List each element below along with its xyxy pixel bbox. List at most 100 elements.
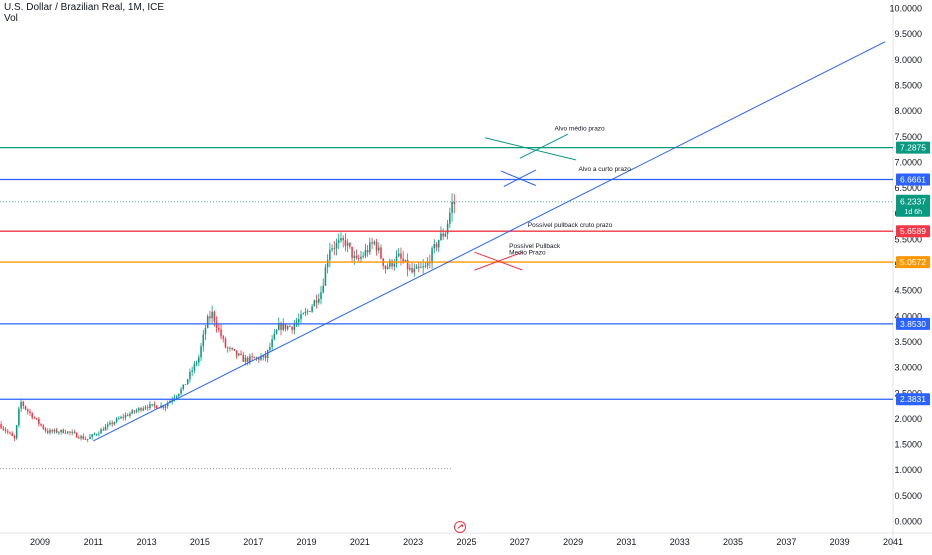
candle-body: [315, 300, 318, 303]
candle-body: [433, 243, 436, 249]
candle-body: [51, 430, 53, 432]
candle-body: [69, 431, 71, 433]
candle-body: [11, 433, 13, 437]
candle-body: [375, 241, 378, 251]
candle-body: [444, 233, 447, 237]
candle-body: [120, 416, 122, 419]
annotation-text[interactable]: Possível Pullback: [509, 243, 561, 250]
candle-body: [55, 429, 58, 433]
cross-mark-stroke[interactable]: [485, 137, 576, 161]
candle-body: [153, 403, 156, 406]
candle-body: [402, 258, 404, 262]
level-price-label: 5.6589: [900, 226, 926, 236]
candle-body: [264, 354, 267, 358]
candle-body: [373, 241, 376, 244]
candle-body: [78, 437, 80, 439]
candle-body: [115, 418, 118, 423]
cross-mark-stroke[interactable]: [503, 169, 537, 187]
candle-body: [138, 408, 140, 411]
candle-body: [291, 326, 293, 331]
candle-body: [355, 255, 358, 259]
candle-body: [357, 258, 360, 259]
candle-body: [349, 242, 351, 247]
trendline[interactable]: [93, 41, 886, 442]
annotation-text[interactable]: Alvo médio prazo: [554, 126, 605, 133]
candle-body: [126, 415, 129, 416]
candle-body: [91, 434, 93, 437]
y-tick-label: 3.0000: [894, 363, 922, 373]
candle-body: [275, 330, 278, 334]
candle-body: [135, 410, 138, 412]
cross-mark-stroke[interactable]: [474, 251, 523, 271]
time-axis[interactable]: 2009 2011 2013 2015 2017 2019 2021 2023 2025 2027…: [30, 537, 903, 547]
candle-body: [64, 432, 67, 434]
x-tick-label: 2037: [776, 537, 796, 547]
candle-body: [273, 333, 276, 340]
candle-body: [346, 242, 349, 246]
candle-body: [300, 314, 302, 320]
candle-body: [171, 399, 173, 402]
y-tick-label: 4.0000: [894, 311, 922, 321]
x-tick-label: 2011: [84, 537, 103, 547]
candle-body: [75, 432, 78, 438]
candle-body: [35, 418, 38, 420]
reset-icon[interactable]: [454, 521, 466, 533]
candle-body: [180, 389, 182, 394]
trendline-group[interactable]: [93, 41, 886, 442]
candle-body: [104, 426, 107, 431]
candle-body: [335, 242, 338, 249]
volume-label: Vol: [4, 13, 18, 24]
candle-body: [395, 256, 398, 264]
candle-body: [213, 311, 216, 322]
level-price-tag: [896, 141, 930, 154]
candle-body: [118, 418, 120, 420]
candle-body: [22, 401, 25, 407]
candle-body: [73, 432, 76, 433]
candle-body: [0, 424, 2, 429]
candle-body: [393, 263, 396, 267]
y-tick-label: 7.5000: [894, 132, 922, 142]
candle-body: [122, 416, 125, 418]
candle-body: [249, 356, 251, 362]
candle-body: [309, 311, 311, 313]
candle-body: [60, 429, 62, 433]
horizontal-levels[interactable]: [0, 147, 893, 400]
annotation-text[interactable]: Possível pullback cruto prazo: [528, 222, 613, 229]
annotation-text[interactable]: Alvo a curto prazo: [578, 166, 631, 173]
reset-icon-arrow[interactable]: [457, 524, 463, 529]
candle-body: [426, 261, 429, 266]
candle-body: [44, 428, 47, 431]
candle-body: [102, 429, 105, 431]
candle-body: [186, 379, 189, 385]
cross-mark-stroke[interactable]: [519, 133, 569, 159]
candle-body: [400, 253, 402, 259]
candle-body: [29, 411, 31, 414]
y-tick-label: 2.0000: [894, 414, 922, 424]
candle-body: [18, 408, 20, 426]
candle-body: [229, 347, 231, 349]
annotations[interactable]: Alvo médio prazo Alvo a curto prazo Possív…: [509, 126, 631, 257]
cross-mark-stroke[interactable]: [500, 170, 536, 186]
candle-body: [33, 417, 36, 419]
candle-body: [246, 357, 249, 362]
candle-body: [360, 256, 362, 259]
candle-body: [255, 357, 258, 359]
candle-body: [95, 434, 98, 436]
candle-body: [142, 408, 145, 411]
candle-body: [306, 311, 309, 313]
cross-marks[interactable]: [474, 133, 576, 271]
candle-body: [384, 265, 387, 269]
annotation-text[interactable]: Medio Prazo: [509, 250, 546, 257]
candle-body: [371, 242, 373, 244]
candle-body: [409, 267, 411, 270]
reset-icon-ring[interactable]: [454, 521, 466, 533]
candle-body: [331, 248, 333, 250]
candle-body: [166, 403, 169, 406]
candle-body: [131, 410, 133, 414]
level-price-tag: [896, 173, 930, 186]
candle-body: [13, 436, 16, 439]
candle-body: [15, 425, 18, 439]
y-tick-label: 5.5000: [894, 234, 922, 244]
